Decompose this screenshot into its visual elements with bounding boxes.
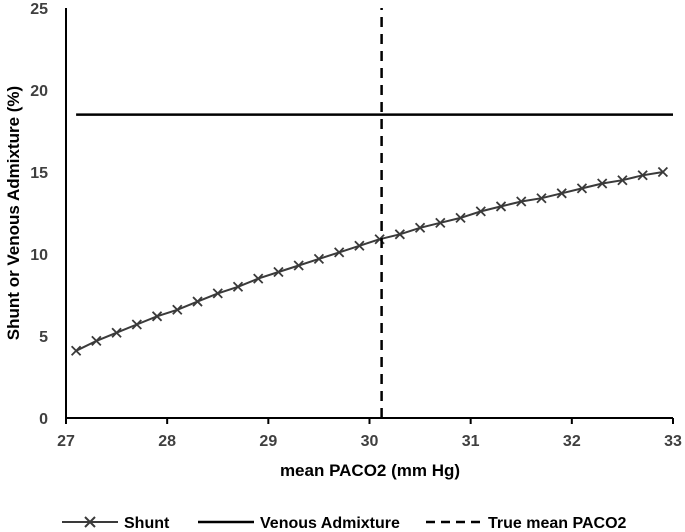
legend-label-shunt: Shunt — [124, 515, 170, 532]
data-point-shunt — [394, 229, 405, 240]
data-point-shunt — [657, 166, 669, 178]
y-tick-label: 5 — [39, 329, 48, 346]
x-tick-labels: 27 28 29 30 31 32 33 — [57, 418, 682, 450]
data-point-shunt — [192, 296, 203, 307]
legend: Shunt Venous Admixture True mean PACO2 — [62, 515, 627, 532]
data-point-shunt — [293, 260, 304, 271]
x-tick-label: 27 — [57, 433, 75, 450]
data-point-shunt — [516, 196, 527, 207]
x-axis-title: mean PACO2 (mm Hg) — [280, 461, 460, 480]
data-point-shunt — [597, 178, 608, 189]
x-tick-label: 31 — [462, 433, 480, 450]
x-tick-label: 30 — [361, 433, 379, 450]
y-tick-label: 10 — [30, 247, 48, 264]
data-point-shunt — [637, 170, 648, 181]
y-tick-labels: 0 5 10 15 20 25 — [30, 1, 48, 428]
legend-marker-shunt — [84, 516, 96, 528]
data-point-shunt — [131, 319, 142, 330]
data-point-shunt — [313, 253, 325, 265]
axes — [65, 8, 673, 419]
data-point-shunt — [536, 193, 547, 204]
data-point-shunt — [91, 335, 102, 347]
y-tick-label: 20 — [30, 83, 48, 100]
data-point-shunt — [273, 266, 284, 278]
x-tick-label: 33 — [664, 433, 682, 450]
data-point-shunt — [556, 188, 567, 199]
data-point-shunt — [232, 281, 244, 292]
legend-item-true-mean-paco2: True mean PACO2 — [426, 515, 627, 532]
data-point-shunt — [70, 345, 82, 356]
legend-label-true-mean-paco2: True mean PACO2 — [488, 515, 627, 532]
data-point-shunt — [617, 175, 628, 186]
data-point-shunt — [334, 247, 345, 258]
data-point-shunt — [455, 212, 466, 224]
data-point-shunt — [212, 288, 223, 299]
data-point-shunt — [495, 201, 507, 212]
data-point-shunt — [576, 183, 588, 194]
data-point-shunt — [354, 240, 365, 251]
series-line-shunt — [75, 171, 664, 352]
x-tick-label: 29 — [259, 433, 277, 450]
legend-item-venous-admixture: Venous Admixture — [198, 515, 400, 532]
y-tick-label: 15 — [30, 165, 48, 182]
data-point-shunt — [435, 217, 446, 228]
y-tick-label: 0 — [39, 411, 48, 428]
x-tick-label: 28 — [158, 433, 176, 450]
data-point-shunt — [475, 206, 486, 217]
data-point-shunt — [253, 273, 264, 284]
data-point-shunt — [151, 311, 163, 322]
y-axis-title: Shunt or Venous Admixture (%) — [4, 86, 23, 340]
data-point-shunt — [172, 304, 183, 315]
legend-item-shunt: Shunt — [62, 515, 170, 532]
y-tick-label: 25 — [30, 1, 48, 18]
x-tick-label: 32 — [563, 433, 581, 450]
series-layer — [70, 8, 673, 418]
data-point-shunt — [111, 327, 122, 338]
legend-label-venous-admixture: Venous Admixture — [260, 515, 400, 532]
data-point-shunt — [414, 222, 426, 233]
